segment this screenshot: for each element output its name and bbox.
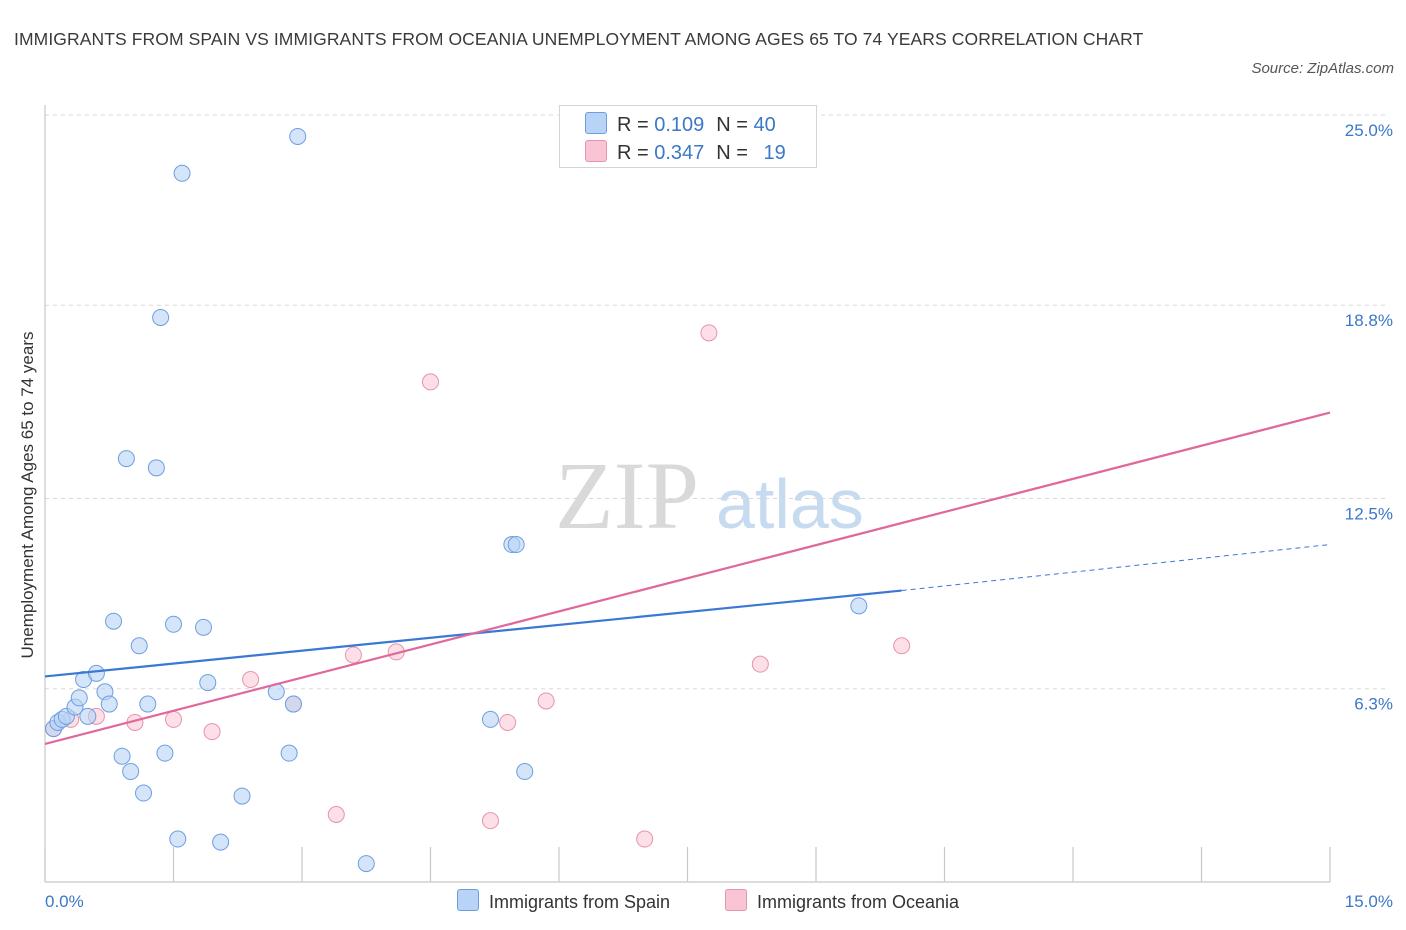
spain-r-value: 0.109 (654, 114, 716, 137)
y-axis-label: Unemployment Among Ages 65 to 74 years (18, 332, 38, 659)
oceania-point (204, 724, 220, 740)
spain-point (101, 696, 117, 712)
oceania-point (538, 693, 554, 709)
oceania-point (752, 656, 768, 672)
oceania-legend-swatch-icon (725, 889, 747, 911)
spain-point (131, 638, 147, 654)
spain-point (851, 598, 867, 614)
oceania-r-value: 0.347 (654, 142, 716, 165)
gridlines (45, 115, 1385, 689)
spain-point (200, 675, 216, 691)
spain-point (166, 616, 182, 632)
watermark-zip: ZIP (555, 442, 699, 549)
oceania-n-value: 19 (764, 142, 786, 164)
spain-swatch-icon (585, 112, 607, 134)
spain-point (118, 451, 134, 467)
spain-point (482, 711, 498, 727)
n-label: N = (716, 142, 748, 164)
spain-point (281, 745, 297, 761)
spain-point (195, 619, 211, 635)
spain-point (88, 665, 104, 681)
spain-n-value: 40 (754, 114, 776, 136)
oceania-point (423, 374, 439, 390)
n-label: N = (716, 114, 748, 136)
spain-point (123, 764, 139, 780)
oceania-point (243, 672, 259, 688)
watermark-atlas: atlas (716, 465, 864, 543)
y-tick-label: 25.0% (1345, 121, 1393, 140)
spain-point (157, 745, 173, 761)
oceania-points (46, 325, 910, 847)
spain-point (508, 537, 524, 553)
correlation-legend: R = 0.109 N = 40 R = 0.347 N = 19 (559, 105, 817, 168)
spain-point (140, 696, 156, 712)
oceania-point (637, 831, 653, 847)
oceania-point (345, 647, 361, 663)
legend-row-oceania: R = 0.347 N = 19 (585, 140, 786, 166)
spain-point (517, 764, 533, 780)
oceania-point (482, 813, 498, 829)
spain-point (174, 165, 190, 181)
y-tick-label: 12.5% (1345, 505, 1393, 524)
oceania-point (328, 807, 344, 823)
oceania-point (894, 638, 910, 654)
legend-row-spain: R = 0.109 N = 40 (585, 112, 776, 138)
oceania-point (500, 714, 516, 730)
spain-point (290, 128, 306, 144)
spain-point (234, 788, 250, 804)
legend-label-spain: Immigrants from Spain (489, 892, 670, 912)
spain-point (114, 748, 130, 764)
spain-point (358, 856, 374, 872)
spain-point (106, 613, 122, 629)
spain-point (136, 785, 152, 801)
spain-point (71, 690, 87, 706)
y-tick-label: 6.3% (1354, 695, 1393, 714)
spain-point (148, 460, 164, 476)
x-tick-label: 15.0% (1345, 892, 1393, 911)
oceania-point (701, 325, 717, 341)
oceania-point (166, 711, 182, 727)
spain-point (153, 309, 169, 325)
legend-item-oceania: Immigrants from Oceania (725, 889, 959, 913)
legend-item-spain: Immigrants from Spain (457, 889, 670, 913)
y-tick-label: 18.8% (1345, 311, 1393, 330)
x-tick-label: 0.0% (45, 892, 84, 911)
oceania-swatch-icon (585, 140, 607, 162)
spain-point (285, 696, 301, 712)
legend-label-oceania: Immigrants from Oceania (757, 892, 959, 912)
spain-trend-extension (902, 545, 1330, 591)
r-label: R = (617, 142, 649, 164)
spain-point (170, 831, 186, 847)
spain-point (213, 834, 229, 850)
spain-legend-swatch-icon (457, 889, 479, 911)
r-label: R = (617, 114, 649, 136)
spain-point (80, 708, 96, 724)
